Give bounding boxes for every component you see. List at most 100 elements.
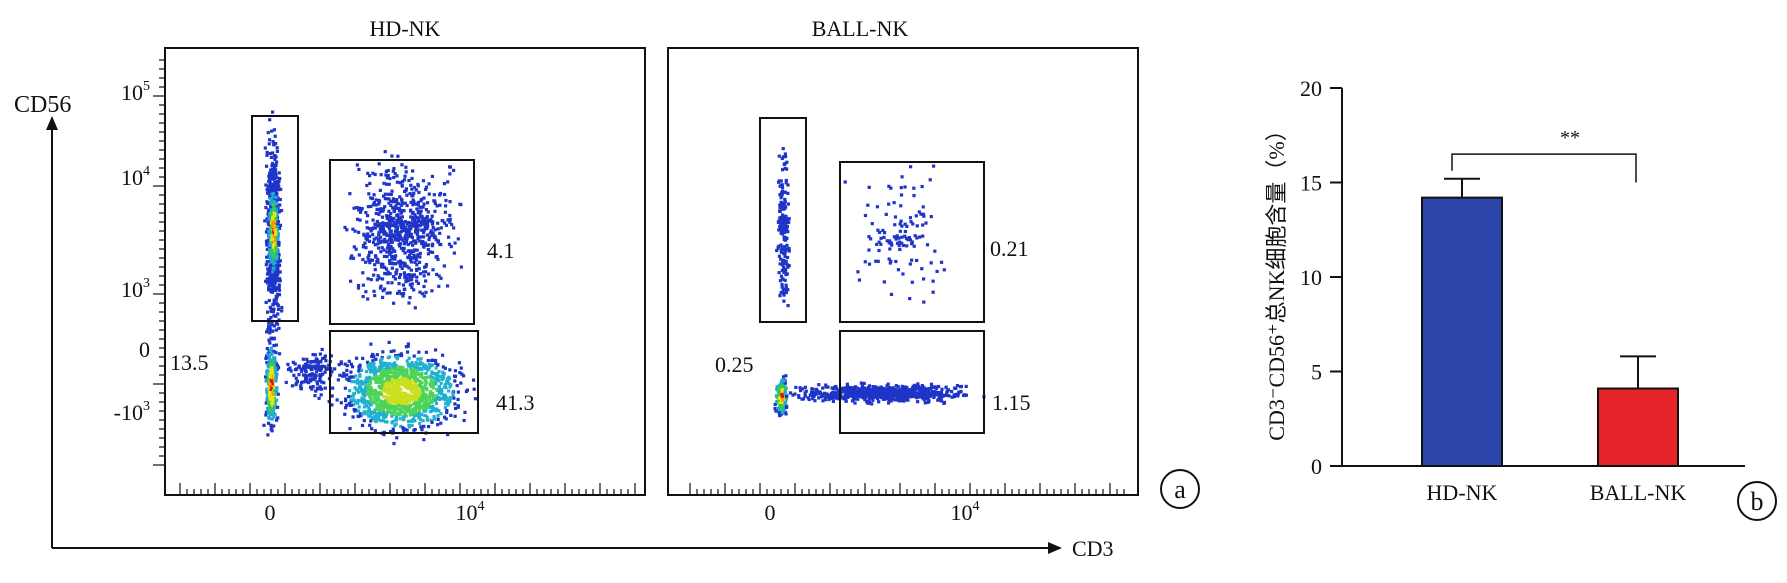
- event-dot: [882, 231, 887, 235]
- event-dot: [268, 195, 272, 199]
- event-dot: [427, 243, 431, 247]
- event-dot: [272, 307, 276, 311]
- event-dot: [362, 232, 366, 236]
- event-dot: [266, 407, 270, 411]
- event-dot: [315, 358, 319, 362]
- event-dot: [354, 400, 358, 404]
- event-dot: [419, 235, 423, 239]
- event-dot: [464, 389, 469, 394]
- event-dot: [314, 389, 318, 393]
- event-dot: [409, 200, 413, 204]
- event-dot: [422, 407, 426, 411]
- event-dot: [928, 394, 932, 398]
- event-dot: [392, 301, 396, 305]
- event-dot: [779, 243, 783, 247]
- event-dot: [404, 165, 408, 169]
- event-dot: [778, 385, 782, 389]
- event-dot: [275, 279, 279, 283]
- event-dot: [369, 204, 373, 209]
- event-dot: [403, 174, 407, 178]
- event-dot: [448, 213, 452, 218]
- event-dot: [893, 223, 897, 227]
- event-dot: [453, 414, 457, 418]
- event-dot: [361, 356, 365, 360]
- event-dot: [426, 252, 431, 256]
- event-dot: [272, 389, 277, 393]
- event-dot: [437, 409, 441, 413]
- event-dot: [420, 396, 425, 401]
- event-dot: [373, 222, 377, 226]
- event-dot: [271, 231, 275, 236]
- event-dot: [278, 203, 282, 207]
- event-dot: [387, 355, 392, 359]
- event-dot: [413, 230, 418, 234]
- event-dot: [389, 389, 393, 393]
- event-dot: [426, 201, 430, 205]
- event-dot: [874, 259, 878, 263]
- event-dot: [448, 385, 452, 389]
- event-dot: [376, 257, 380, 262]
- event-dot: [873, 388, 877, 392]
- event-dot: [269, 186, 273, 190]
- event-dot: [270, 248, 274, 253]
- event-dot: [345, 368, 349, 372]
- event-dot: [304, 363, 308, 367]
- event-dot: [410, 363, 414, 368]
- event-dot: [926, 400, 930, 404]
- event-dot: [276, 196, 280, 200]
- event-dot: [275, 295, 279, 299]
- event-dot: [415, 370, 419, 374]
- event-dot: [425, 233, 430, 237]
- event-dot: [935, 385, 939, 389]
- event-dot: [813, 399, 817, 403]
- event-dot: [437, 284, 441, 288]
- event-dot: [270, 237, 274, 241]
- event-dot: [404, 239, 409, 243]
- event-dot: [272, 336, 276, 340]
- event-dot: [339, 401, 343, 405]
- event-dot: [270, 243, 274, 247]
- event-dot: [378, 227, 382, 232]
- event-dot: [420, 205, 424, 209]
- event-dot: [369, 419, 373, 423]
- event-dot: [398, 195, 402, 199]
- event-dot: [413, 375, 417, 379]
- event-dot: [355, 217, 360, 221]
- event-dot: [353, 229, 357, 233]
- event-dot: [931, 279, 935, 283]
- event-dot: [402, 418, 406, 422]
- event-dot: [910, 392, 915, 396]
- event-dot: [391, 169, 395, 173]
- event-dot: [419, 374, 423, 378]
- event-dot: [889, 241, 893, 245]
- event-dot: [441, 365, 445, 369]
- event-dot: [459, 381, 463, 385]
- event-dot: [898, 229, 902, 233]
- event-dot: [418, 212, 422, 216]
- event-dot: [413, 408, 418, 413]
- event-dot: [436, 240, 440, 244]
- event-dot: [420, 367, 424, 371]
- event-dot: [294, 376, 298, 380]
- event-dot: [312, 373, 316, 377]
- event-dot: [393, 277, 398, 281]
- event-dot: [274, 217, 278, 221]
- event-dot: [945, 390, 949, 395]
- event-dot: [369, 400, 373, 404]
- event-dot: [270, 254, 274, 258]
- event-dot: [781, 384, 785, 388]
- event-dot: [419, 209, 423, 213]
- event-dot: [777, 271, 781, 275]
- event-dot: [381, 370, 385, 374]
- event-dot: [399, 424, 403, 428]
- event-dot: [366, 405, 371, 409]
- event-dot: [396, 213, 400, 217]
- event-dot: [915, 258, 919, 263]
- event-dot: [268, 255, 272, 259]
- event-dot: [342, 371, 346, 375]
- event-dot: [372, 289, 376, 293]
- event-dot: [323, 365, 327, 369]
- event-dot: [864, 390, 868, 394]
- event-dot: [387, 250, 392, 254]
- event-dot: [394, 372, 398, 377]
